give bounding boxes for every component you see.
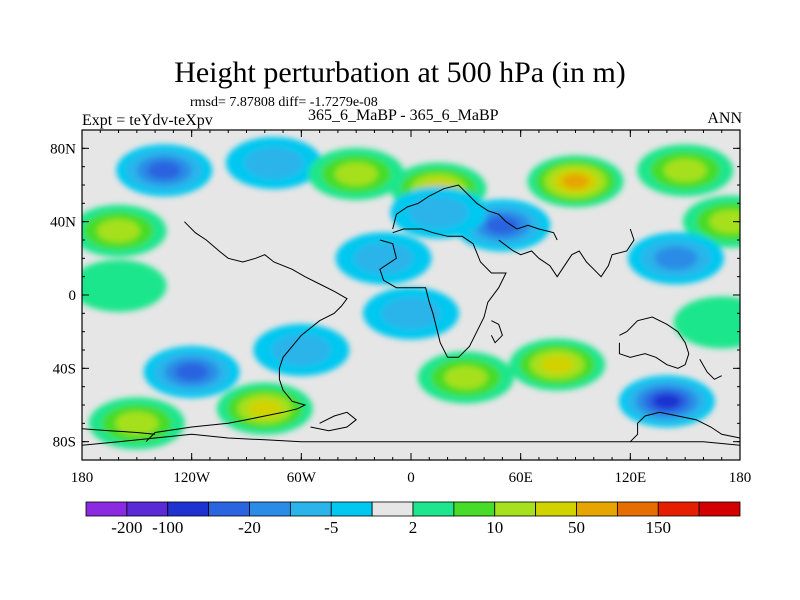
colorbar-label: 150 (646, 518, 672, 537)
colorbar-swatch (85, 501, 128, 517)
colorbar-swatch (167, 501, 210, 517)
stats-label: rmsd= 7.87808 diff= -1.7279e-08 (190, 95, 378, 110)
colorbar-swatch (576, 501, 618, 517)
colorbar-swatch (289, 501, 332, 517)
coastline-segment (145, 221, 348, 443)
colorbar-swatch (208, 501, 250, 517)
colorbar-swatch (249, 501, 291, 517)
anomaly-blob-12 (381, 297, 441, 330)
coastline-segment (82, 428, 156, 435)
anomaly-blob-11 (354, 242, 414, 275)
coastline-segment (629, 411, 740, 443)
colorbar-label: -5 (324, 518, 338, 537)
y-tick-label: 40S (53, 361, 76, 377)
x-tick-label: 0 (407, 470, 415, 486)
anomaly-blob-18 (248, 399, 282, 418)
anomaly-blob-10 (654, 246, 698, 270)
colorbar-label: -200 (111, 518, 142, 537)
anomaly-blob-1 (244, 147, 304, 179)
axes: 80N 40N 0 40S 80S 180 120W 60W 0 60E 120E 180 (50, 129, 752, 486)
colorbar-swatch (126, 501, 169, 517)
anomaly-blob-16 (444, 365, 488, 390)
y-tick-label: 0 (69, 288, 77, 304)
anomaly-blob-19 (115, 411, 159, 435)
colorbar-swatch (616, 501, 659, 517)
coastline-segment (618, 316, 690, 369)
colorbar: -200 -100 -20 -5 2 10 50 150 (85, 501, 741, 537)
coastline-segment (699, 358, 722, 380)
anomaly-blob-5 (663, 158, 707, 182)
anomaly-blob-21 (673, 296, 740, 349)
anomaly-blob-13 (174, 362, 209, 382)
coastlines (82, 184, 740, 446)
coastline-segment (310, 411, 358, 432)
anomaly-blob-4 (561, 173, 590, 189)
anomaly-blob-7 (97, 219, 140, 243)
chart-title: Height perturbation at 500 hPa (in m) (174, 56, 626, 89)
x-tick-label: 120E (614, 470, 646, 486)
experiment-label: Expt = teYdv-teXpv (82, 112, 213, 129)
colorbar-swatch (330, 501, 373, 517)
x-tick-label: 60E (509, 470, 533, 486)
y-tick-label: 80N (50, 141, 76, 157)
x-tick-label: 120W (173, 470, 211, 486)
x-tick-label: 180 (71, 470, 94, 486)
anomaly-blob-2 (334, 162, 378, 186)
colorbar-swatch (494, 501, 537, 517)
coastline-segment (392, 184, 558, 241)
coastline-segment (490, 320, 503, 344)
colorbar-label: -100 (152, 518, 183, 537)
coastline-segment (379, 228, 507, 358)
colorbar-swatch (698, 501, 741, 517)
anomaly-blob-9 (408, 196, 468, 229)
colorbar-swatch (535, 501, 577, 517)
anomaly-blob-6 (709, 210, 740, 234)
coastline-segment (498, 228, 635, 278)
colorbar-swatch (453, 501, 496, 517)
anomaly-blob-20 (82, 259, 167, 312)
x-tick-label: 180 (729, 470, 752, 486)
anomaly-blob-15 (540, 355, 574, 374)
colorbar-label: 2 (409, 518, 418, 537)
colorbar-label: -20 (238, 518, 261, 537)
colorbar-swatch (657, 501, 700, 517)
y-tick-label: 40N (50, 215, 76, 231)
case-label: 365_6_MaBP - 365_6_MaBP (308, 107, 499, 124)
season-label: ANN (707, 110, 742, 127)
anomaly-blob-8 (485, 216, 520, 235)
anomaly-blob-14 (271, 334, 331, 366)
colorbar-label: 10 (486, 518, 503, 537)
anomaly-field (82, 137, 740, 450)
colorbar-label: 50 (568, 518, 585, 537)
y-tick-label: 80S (53, 435, 76, 451)
colorbar-swatch (371, 501, 414, 517)
x-tick-label: 60W (287, 470, 317, 486)
anomaly-blob-17 (653, 393, 681, 409)
colorbar-swatch (412, 501, 455, 517)
anomaly-blob-0 (147, 161, 181, 180)
